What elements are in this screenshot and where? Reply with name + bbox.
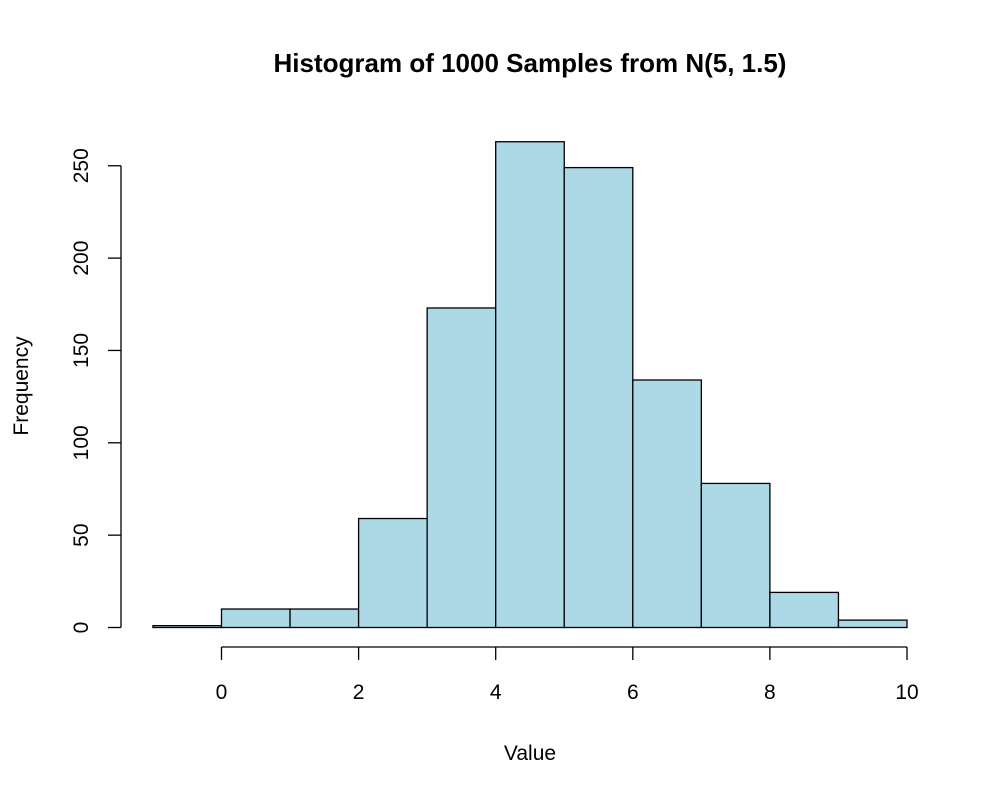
x-tick-label: 0 — [216, 681, 228, 704]
x-tick-label: 2 — [353, 681, 365, 704]
x-tick-label: 6 — [627, 681, 639, 704]
histogram-bar — [632, 379, 702, 629]
histogram-bar — [152, 625, 223, 629]
histogram-bar — [700, 482, 771, 629]
y-tick-label: 50 — [70, 523, 93, 546]
histogram-bar — [289, 608, 360, 629]
histogram-bar — [220, 608, 291, 629]
y-tick-label: 100 — [70, 425, 93, 460]
x-tick-label: 8 — [764, 681, 776, 704]
x-tick-label: 10 — [895, 681, 918, 704]
histogram-bar — [426, 307, 497, 629]
y-tick-label: 250 — [70, 148, 93, 183]
x-axis: 0 2 4 6 8 10 — [216, 646, 919, 704]
y-tick-label: 150 — [70, 333, 93, 368]
bars-group — [152, 141, 908, 629]
histogram-bar — [769, 591, 840, 629]
histogram-bar — [563, 166, 634, 629]
y-axis-label: Frequency — [10, 336, 33, 436]
y-axis: 0 50 100 150 200 250 — [70, 148, 122, 634]
x-axis-label: Value — [504, 742, 556, 765]
chart-title: Histogram of 1000 Samples from N(5, 1.5) — [274, 48, 787, 78]
x-tick-label: 4 — [490, 681, 502, 704]
histogram-bar — [357, 517, 428, 629]
histogram-bar — [837, 619, 908, 629]
y-tick-label: 200 — [70, 241, 93, 276]
y-tick-label: 0 — [70, 622, 93, 634]
histogram-bar — [495, 141, 565, 629]
